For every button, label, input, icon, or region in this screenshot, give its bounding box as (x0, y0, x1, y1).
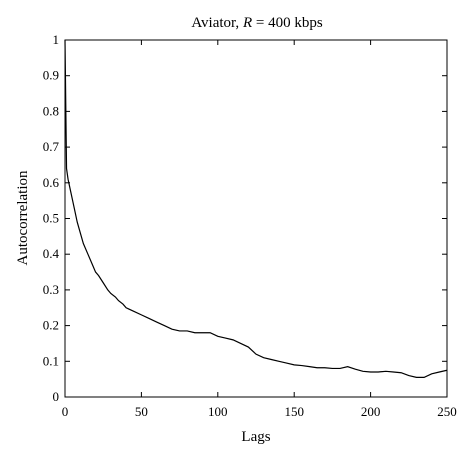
x-axis-label: Lags (241, 429, 270, 445)
y-tick-label: 0.2 (43, 318, 59, 333)
autocorrelation-line (64, 39, 448, 378)
x-tick-label: 150 (284, 404, 304, 419)
y-tick-label: 0.7 (43, 139, 60, 154)
y-tick-label: 0.5 (43, 211, 59, 226)
y-tick-label: 0.8 (43, 103, 59, 118)
x-axis: 0 50 100 150 200 250 (62, 40, 457, 419)
x-tick-label: 250 (437, 404, 457, 419)
y-axis: 0 0.1 0.2 0.3 0.4 0.5 0.6 0.7 0.8 0.9 1 (43, 32, 447, 404)
chart-title: Aviator, R = 400 kbps (191, 15, 322, 31)
y-tick-label: 0.6 (43, 175, 60, 190)
x-tick-label: 0 (62, 404, 69, 419)
y-tick-label: 0.9 (43, 68, 59, 83)
y-tick-label: 0.1 (43, 353, 59, 368)
x-tick-label: 50 (135, 404, 148, 419)
y-tick-label: 0.4 (43, 246, 60, 261)
x-tick-label: 200 (361, 404, 381, 419)
y-tick-label: 0.3 (43, 282, 59, 297)
plot-frame (64, 39, 448, 398)
x-tick-label: 100 (208, 404, 228, 419)
y-tick-label: 1 (53, 32, 60, 47)
y-axis-label: Autocorrelation (15, 170, 31, 265)
y-tick-label: 0 (53, 389, 60, 404)
